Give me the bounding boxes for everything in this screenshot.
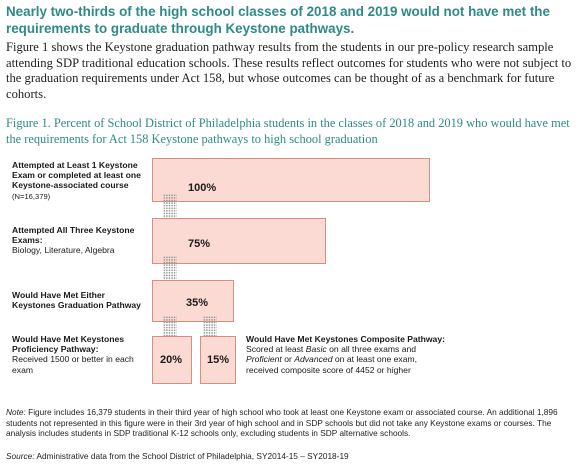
proficiency-sublabel: Received 1500 or better in each exam xyxy=(12,354,134,375)
intro-paragraph: Figure 1 shows the Keystone graduation p… xyxy=(6,40,572,101)
stage-3-label-text: Would Have Met Either Keystones Graduati… xyxy=(12,290,141,311)
stage-1-down-arrow-icon xyxy=(163,194,177,221)
note-label: Note: xyxy=(6,407,26,417)
section-heading: Nearly two-thirds of the high school cla… xyxy=(6,4,550,36)
proficiency-pathway-label: Would Have Met Keystones Proficiency Pat… xyxy=(12,334,150,375)
stage-1-label: Attempted at Least 1 Keystone Exam or co… xyxy=(12,160,150,202)
source-text: Administrative data from the School Dist… xyxy=(34,451,349,461)
stage-2-bar xyxy=(152,218,326,264)
proficiency-pathway-bar xyxy=(152,336,192,384)
composite-pathway-bar xyxy=(200,336,236,384)
stage-3-label: Would Have Met Either Keystones Graduati… xyxy=(12,290,150,310)
composite-sublabel: Scored at least Basic on all three exams… xyxy=(246,344,418,375)
stage-1-n-note: (N=16,379) xyxy=(12,191,51,201)
stage-2-down-arrow-icon xyxy=(163,256,177,282)
stage-1-value: 100% xyxy=(188,182,217,194)
stage-3-bar xyxy=(152,280,234,322)
stage-2-value: 75% xyxy=(188,238,211,250)
proficiency-label-text: Would Have Met Keystones Proficiency Pat… xyxy=(12,334,125,355)
stage-3-left-arrow-icon xyxy=(163,316,177,340)
note-text: Figure includes 16,379 students in their… xyxy=(6,407,558,438)
figure-note: Note: Figure includes 16,379 students in… xyxy=(6,407,578,439)
stage-1-bar xyxy=(152,158,430,202)
source-label: Source: xyxy=(6,451,35,461)
stage-1-label-text: Attempted at Least 1 Keystone Exam or co… xyxy=(12,160,141,191)
stage-2-sublabel: Biology, Literature, Algebra xyxy=(12,245,115,256)
stage-3-right-arrow-icon xyxy=(203,316,217,340)
composite-label-text: Would Have Met Keystones Composite Pathw… xyxy=(246,334,445,344)
stage-2-label-text: Attempted All Three Keystone Exams: xyxy=(12,225,135,246)
stage-2-label: Attempted All Three Keystone Exams: Biol… xyxy=(12,225,150,256)
figure-caption: Figure 1. Percent of School District of … xyxy=(6,116,570,146)
composite-pathway-label: Would Have Met Keystones Composite Pathw… xyxy=(246,334,446,375)
stage-3-value: 35% xyxy=(186,297,209,309)
proficiency-pathway-value: 20% xyxy=(160,354,183,366)
composite-pathway-value: 15% xyxy=(207,354,230,366)
figure-source: Source: Administrative data from the Sch… xyxy=(6,451,578,462)
